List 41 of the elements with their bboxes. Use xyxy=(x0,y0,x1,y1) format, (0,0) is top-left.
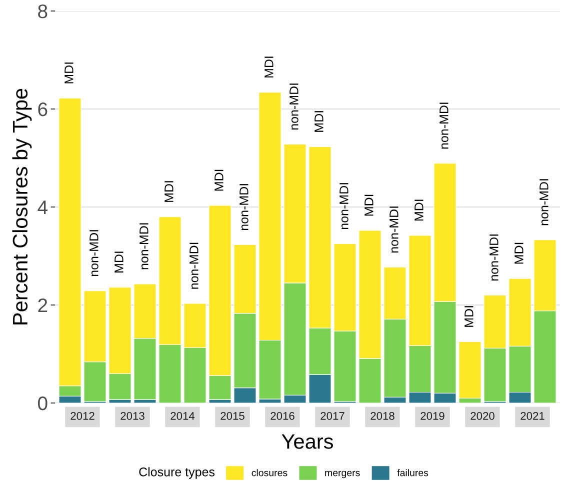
x-tick-label: MDI xyxy=(214,170,224,191)
text: 2015 xyxy=(220,412,244,420)
x-tick-label: MDI xyxy=(264,56,274,78)
text: 2014 xyxy=(170,412,195,420)
x-tick-label: MDI xyxy=(114,252,124,272)
x-tick-label: non-MDI xyxy=(440,102,448,149)
x-tick-label: non-MDI xyxy=(390,206,398,253)
legend-label: closures xyxy=(252,469,288,476)
x-tick-label: non-MDI xyxy=(90,230,98,276)
x-tick-label: MDI xyxy=(464,306,474,327)
x-tick-label: MDI xyxy=(364,194,374,216)
x-tick-label: MDI xyxy=(514,242,524,264)
x-tick-label: non-MDI xyxy=(340,183,348,230)
x-axis-title: Years xyxy=(282,434,334,449)
x-tick-label: non-MDI xyxy=(490,234,498,280)
y-tick-label: 8 xyxy=(38,4,48,18)
legend-label: mergers xyxy=(325,470,360,478)
text: 2016 xyxy=(270,412,294,420)
x-tick-label: MDI xyxy=(414,200,424,221)
text: 2021 xyxy=(520,412,544,420)
y-axis-title: Percent Closures by Type xyxy=(12,88,32,324)
x-tick-label: non-MDI xyxy=(190,242,198,289)
legend-title: Closure types xyxy=(139,467,215,479)
y-tick-label: 6 xyxy=(38,102,48,116)
x-tick-label: MDI xyxy=(314,111,324,132)
x-tick-label: MDI xyxy=(164,181,174,202)
text: 2013 xyxy=(120,412,144,420)
x-tick-label: non-MDI xyxy=(290,84,298,130)
y-tick-label: 4 xyxy=(38,200,48,214)
y-tick-label: 2 xyxy=(38,298,48,312)
legend-label: failures xyxy=(397,469,428,476)
x-tick-label: non-MDI xyxy=(240,184,248,230)
text: 2017 xyxy=(320,412,344,420)
x-tick-label: MDI xyxy=(64,62,74,84)
text: 2012 xyxy=(70,412,94,420)
text: 2018 xyxy=(370,412,394,420)
x-tick-label: non-MDI xyxy=(140,223,148,270)
x-tick-label: non-MDI xyxy=(540,179,548,226)
text: 2019 xyxy=(420,412,444,420)
text: 2020 xyxy=(470,412,494,420)
y-tick-label: 0 xyxy=(38,396,48,410)
